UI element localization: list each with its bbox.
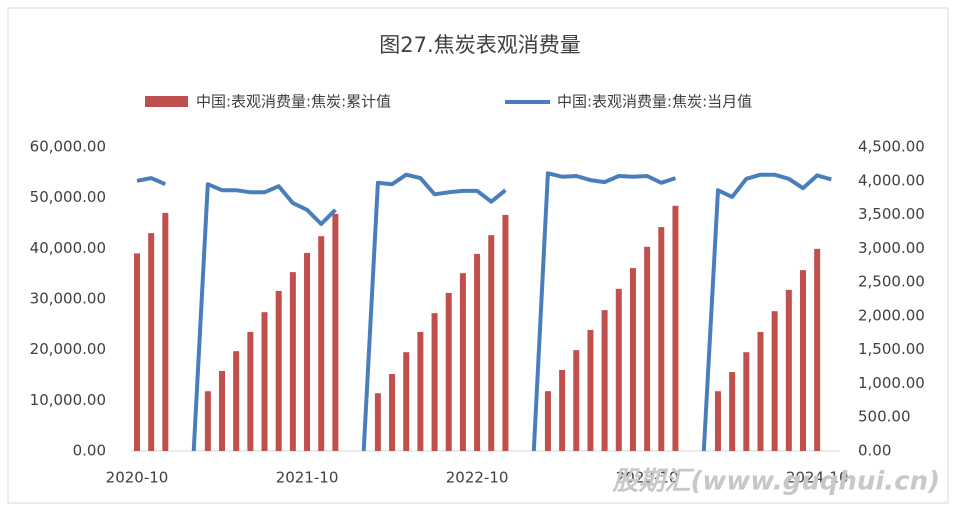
x-tick-label: 2024-10 bbox=[786, 469, 849, 487]
legend-swatch bbox=[145, 96, 188, 107]
bar bbox=[771, 311, 778, 451]
y2-tick-label: 4,000.00 bbox=[858, 171, 925, 189]
bar bbox=[417, 331, 424, 451]
bar bbox=[304, 252, 311, 451]
bar bbox=[332, 213, 339, 451]
y2-tick-label: 0.00 bbox=[858, 442, 891, 460]
bar bbox=[559, 369, 566, 451]
y-tick-label: 40,000.00 bbox=[30, 239, 106, 257]
bar bbox=[502, 214, 509, 451]
line bbox=[136, 176, 167, 187]
bar bbox=[544, 391, 551, 451]
bar bbox=[601, 310, 608, 451]
bar bbox=[233, 351, 240, 451]
x-tick-label: 2020-10 bbox=[106, 469, 169, 487]
bar bbox=[757, 331, 764, 451]
y2-tick-label: 3,500.00 bbox=[858, 205, 925, 223]
bar bbox=[658, 227, 665, 451]
bar bbox=[247, 331, 254, 451]
bar bbox=[615, 288, 622, 451]
line bbox=[191, 182, 337, 452]
bar bbox=[644, 246, 651, 451]
watermark: 股期汇(www.guqhui.cn) bbox=[611, 467, 940, 497]
bar bbox=[587, 329, 594, 451]
bar bbox=[814, 248, 821, 451]
bar bbox=[162, 212, 169, 451]
legend-label: 中国:表观消费量:焦炭:累计值 bbox=[196, 93, 391, 111]
bar bbox=[275, 290, 282, 451]
bar bbox=[785, 289, 792, 451]
y-tick-label: 10,000.00 bbox=[30, 391, 106, 409]
y2-tick-label: 500.00 bbox=[858, 408, 911, 426]
bar bbox=[573, 350, 580, 451]
bar bbox=[459, 273, 466, 451]
y2-tick-label: 1,000.00 bbox=[858, 374, 925, 392]
line bbox=[361, 172, 507, 452]
bar bbox=[389, 373, 396, 451]
chart-title: 图27.焦炭表观消费量 bbox=[379, 33, 580, 57]
bar bbox=[729, 371, 736, 451]
x-tick-label: 2022-10 bbox=[446, 469, 509, 487]
bar bbox=[403, 352, 410, 451]
bar bbox=[743, 352, 750, 451]
bar bbox=[374, 393, 381, 451]
bar bbox=[672, 205, 679, 451]
line bbox=[531, 171, 677, 452]
bar bbox=[219, 370, 226, 451]
y2-tick-label: 2,500.00 bbox=[858, 273, 925, 291]
y-tick-label: 0.00 bbox=[73, 442, 106, 460]
bar bbox=[289, 272, 296, 451]
bar bbox=[474, 253, 481, 451]
bar bbox=[261, 312, 268, 451]
y2-tick-label: 4,500.00 bbox=[858, 138, 925, 156]
y-tick-label: 20,000.00 bbox=[30, 340, 106, 358]
bar bbox=[431, 313, 438, 451]
y-tick-label: 30,000.00 bbox=[30, 290, 106, 308]
x-tick-label: 2021-10 bbox=[276, 469, 339, 487]
x-tick-label: 2023-10 bbox=[616, 469, 679, 487]
y2-tick-label: 3,000.00 bbox=[858, 239, 925, 257]
bar bbox=[714, 391, 721, 451]
y-tick-label: 50,000.00 bbox=[30, 188, 106, 206]
line bbox=[701, 172, 832, 452]
bar bbox=[445, 292, 452, 451]
y2-tick-label: 1,500.00 bbox=[858, 340, 925, 358]
y-tick-label: 60,000.00 bbox=[30, 138, 106, 156]
bar bbox=[204, 391, 211, 451]
bar bbox=[488, 235, 495, 451]
y2-tick-label: 2,000.00 bbox=[858, 306, 925, 324]
bar bbox=[318, 236, 325, 451]
legend-label: 中国:表观消费量:焦炭:当月值 bbox=[557, 93, 752, 111]
bar bbox=[799, 270, 806, 451]
bar bbox=[629, 268, 636, 451]
bar bbox=[134, 253, 140, 451]
bar bbox=[148, 233, 155, 451]
